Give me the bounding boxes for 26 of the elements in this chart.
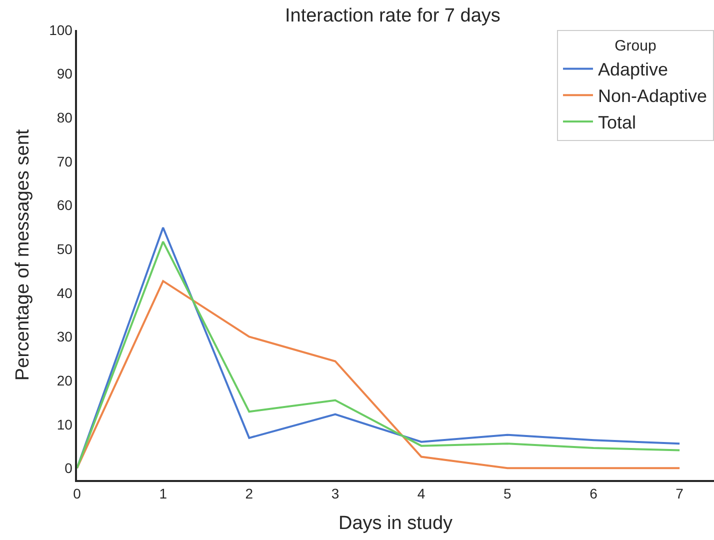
x-tick-label: 4 xyxy=(417,486,426,502)
y-tick-label: 60 xyxy=(56,197,73,214)
y-tick-label: 50 xyxy=(56,240,73,257)
y-tick-label: 0 xyxy=(64,460,73,476)
y-axis-title: Percentage of messages sent xyxy=(12,128,34,381)
legend-label: Total xyxy=(598,112,636,133)
chart-title: Interaction rate for 7 days xyxy=(284,5,500,26)
y-tick-label: 70 xyxy=(56,153,73,170)
x-tick-label: 7 xyxy=(676,486,684,502)
x-tick-label: 5 xyxy=(504,486,512,502)
y-tick-label: 10 xyxy=(56,416,73,432)
y-tick-label: 100 xyxy=(49,22,73,38)
x-axis-title: Days in study xyxy=(338,512,454,534)
y-tick-label: 20 xyxy=(56,372,73,388)
x-tick-label: 1 xyxy=(159,486,168,502)
legend-label: Non-Adaptive xyxy=(598,86,708,106)
line-series xyxy=(77,280,681,470)
y-tick-label: 30 xyxy=(56,328,73,345)
legend-title: Group xyxy=(614,38,656,54)
x-tick-label: 6 xyxy=(590,486,598,502)
y-tick-label: 80 xyxy=(56,110,73,126)
x-tick-label: 2 xyxy=(245,486,254,502)
y-tick-label: 40 xyxy=(56,284,73,301)
legend-label: Adaptive xyxy=(598,60,668,80)
x-tick-label: 3 xyxy=(331,486,340,502)
y-tick-label: 90 xyxy=(56,66,73,82)
